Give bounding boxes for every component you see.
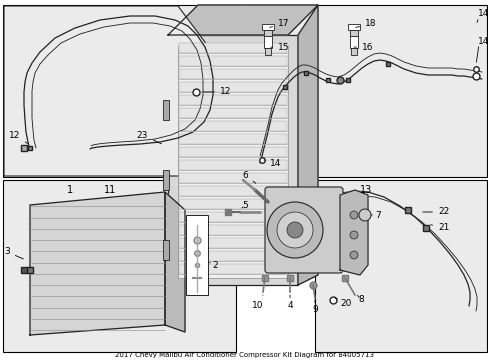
Text: 9: 9 [311,300,317,315]
Text: 14: 14 [477,9,488,18]
Text: 17: 17 [269,19,289,28]
Bar [179,238,286,248]
Text: 15: 15 [270,44,289,53]
Text: 5: 5 [242,201,247,210]
Text: 21: 21 [430,224,448,233]
Bar [179,173,286,183]
Text: 2: 2 [212,261,217,270]
Bar [179,108,286,118]
Bar [350,48,356,55]
Text: 14: 14 [264,159,281,168]
Bar [185,215,207,295]
Text: 13: 13 [359,185,371,195]
Bar [349,36,357,48]
Text: 2017 Chevy Malibu Air Conditioner Compressor Kit Diagram for 84005713: 2017 Chevy Malibu Air Conditioner Compre… [115,352,373,358]
Bar [163,240,169,260]
Circle shape [349,251,357,259]
Bar [179,186,286,196]
Text: 23: 23 [136,130,161,144]
Text: 20: 20 [334,298,351,307]
Bar [179,212,286,222]
Bar [179,69,286,79]
Circle shape [349,231,357,239]
Bar [262,24,273,30]
Polygon shape [4,6,237,176]
Bar [349,30,357,36]
Bar [163,170,169,190]
Text: 7: 7 [370,211,380,220]
Text: 4: 4 [286,295,292,310]
Bar [163,100,169,120]
Bar [179,225,286,235]
Bar [264,48,270,55]
Text: 22: 22 [422,207,448,216]
Polygon shape [30,192,164,335]
Bar [179,147,286,157]
Text: 16: 16 [353,44,373,53]
Text: 3: 3 [4,248,23,259]
Bar [179,160,286,170]
Text: 18: 18 [355,19,376,28]
FancyBboxPatch shape [264,187,342,273]
Bar [3,5,238,177]
Polygon shape [168,5,317,35]
Circle shape [286,222,303,238]
Circle shape [266,202,323,258]
Bar [264,36,271,48]
Bar [178,46,287,278]
Text: 12: 12 [203,87,231,96]
Circle shape [358,209,370,221]
Bar [179,82,286,92]
Bar [264,30,271,36]
Bar [179,95,286,105]
Bar [168,35,297,285]
Text: 8: 8 [357,295,363,305]
Bar [179,121,286,131]
Bar [179,56,286,66]
Text: 1: 1 [67,185,73,195]
Bar [244,5,486,177]
Bar [179,199,286,209]
Bar [347,24,359,30]
Bar [179,251,286,261]
Bar [179,43,286,53]
Text: 6: 6 [242,171,255,183]
Circle shape [349,211,357,219]
Bar [314,180,486,352]
Text: 12: 12 [9,130,28,144]
Bar [179,264,286,274]
Bar [179,134,286,144]
Polygon shape [339,190,367,275]
Text: 14: 14 [477,37,488,46]
Text: 11: 11 [104,185,116,195]
Polygon shape [164,192,184,332]
Bar [3,180,236,352]
Text: 10: 10 [252,295,263,310]
Polygon shape [297,5,317,285]
Circle shape [276,212,312,248]
